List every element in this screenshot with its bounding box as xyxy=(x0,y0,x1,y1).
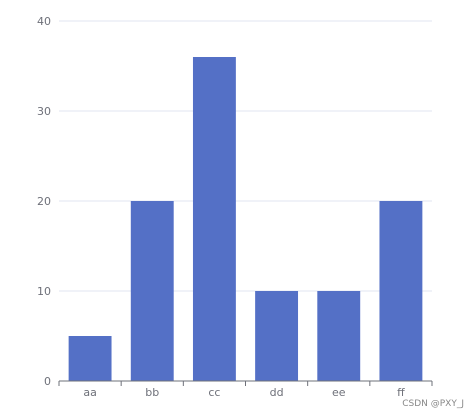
bars xyxy=(68,57,423,381)
bar-cc xyxy=(192,57,236,381)
y-tick-label: 40 xyxy=(37,15,51,28)
y-tick-label: 30 xyxy=(37,105,51,118)
bar-ff xyxy=(379,201,423,381)
y-tick-label: 20 xyxy=(37,195,51,208)
bar-aa xyxy=(68,336,112,381)
y-tick-label: 0 xyxy=(44,375,51,388)
x-tick-label: aa xyxy=(83,386,96,399)
x-axis-tick-marks xyxy=(58,381,433,386)
bar-ee xyxy=(317,291,361,381)
grid-lines xyxy=(59,20,432,292)
x-tick-label: cc xyxy=(208,386,220,399)
x-tick-label: ff xyxy=(397,386,405,399)
watermark-text: CSDN @PXY_J xyxy=(402,399,464,409)
x-tick-label: ee xyxy=(332,386,346,399)
x-axis-tick-labels: aa bb cc dd ee ff xyxy=(83,386,405,399)
bar-dd xyxy=(255,291,299,381)
y-tick-label: 10 xyxy=(37,285,51,298)
bar-bb xyxy=(130,201,174,381)
x-tick-label: bb xyxy=(145,386,159,399)
x-tick-label: dd xyxy=(270,386,284,399)
y-axis-tick-labels: 0 10 20 30 40 xyxy=(37,15,51,388)
